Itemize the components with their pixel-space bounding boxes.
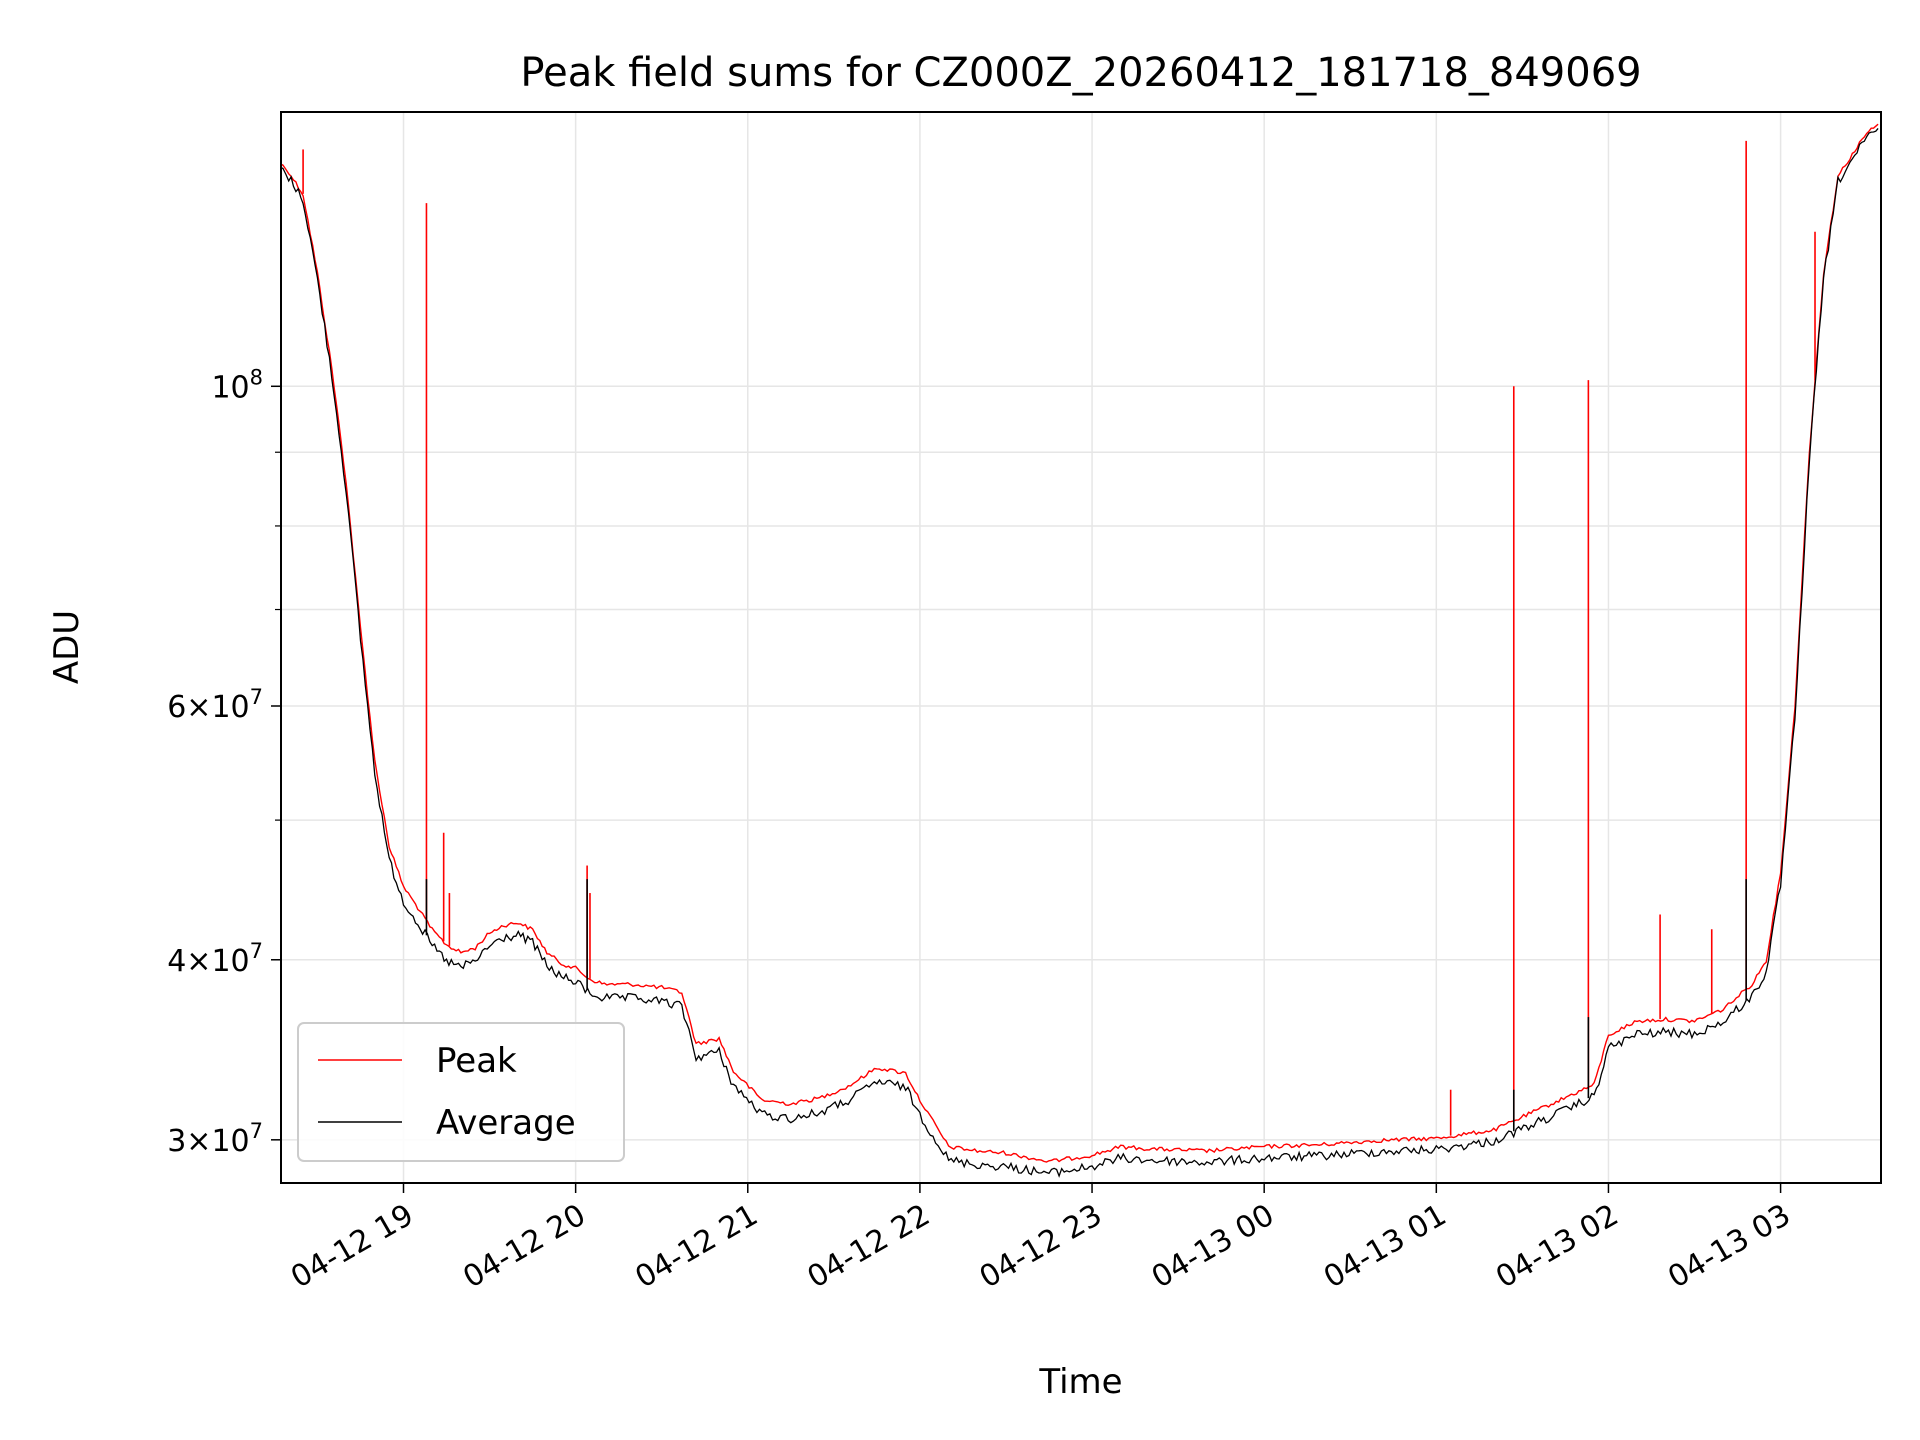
y-axis-label: ADU [47, 610, 87, 684]
legend-label-average: Average [436, 1103, 576, 1143]
y-tick-label: 4×107 [167, 939, 263, 979]
grid [281, 112, 1881, 1183]
plot-frame [280, 111, 1882, 1184]
series-line-peak [281, 123, 1879, 1163]
legend: Peak Average [297, 1022, 625, 1162]
legend-label-peak: Peak [436, 1041, 517, 1081]
y-tick-label: 108 [211, 365, 263, 405]
x-axis-label: Time [1038, 1362, 1122, 1402]
legend-box [297, 1022, 625, 1162]
y-axis: 3×107 4×107 6×107 108 [167, 365, 281, 1159]
series-layer [281, 123, 1879, 1178]
series-line-average [281, 127, 1879, 1178]
y-tick-label: 6×107 [167, 685, 263, 725]
chart-title: Peak field sums for CZ000Z_20260412_1817… [520, 50, 1641, 96]
y-tick-label: 3×107 [167, 1119, 263, 1159]
